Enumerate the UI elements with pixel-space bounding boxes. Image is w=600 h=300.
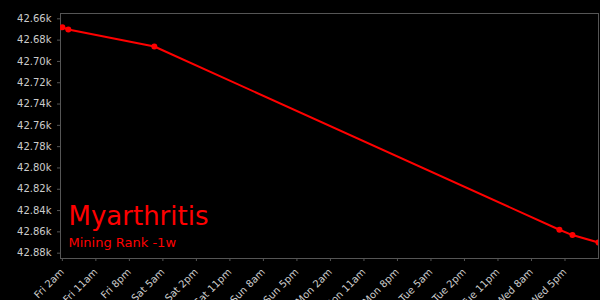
svg-text:42.72k: 42.72k [17,77,52,88]
svg-text:Mon 2am: Mon 2am [293,266,334,300]
svg-text:42.70k: 42.70k [17,56,52,67]
svg-text:Wed 5pm: Wed 5pm [527,266,568,300]
svg-text:42.66k: 42.66k [17,13,52,24]
svg-text:42.88k: 42.88k [17,247,52,258]
svg-text:42.82k: 42.82k [17,183,52,194]
svg-text:Sat 2pm: Sat 2pm [163,266,200,300]
svg-text:Sun 8am: Sun 8am [228,266,267,300]
svg-text:Tue 11pm: Tue 11pm [458,266,501,300]
svg-text:Sat 5am: Sat 5am [129,266,166,300]
svg-text:Mining Rank -1w: Mining Rank -1w [69,235,177,250]
svg-text:Myarthritis: Myarthritis [69,201,209,231]
svg-text:42.86k: 42.86k [17,226,52,237]
svg-text:Fri 2am: Fri 2am [32,266,66,300]
svg-text:Sun 5pm: Sun 5pm [261,266,300,300]
svg-text:42.84k: 42.84k [17,205,52,216]
svg-text:42.76k: 42.76k [17,120,52,131]
svg-text:42.74k: 42.74k [17,98,52,109]
svg-text:Sat 11pm: Sat 11pm [192,266,234,300]
svg-text:Mon 8pm: Mon 8pm [360,266,401,300]
svg-text:Tue 5am: Tue 5am [396,266,435,300]
svg-text:Mon 11am: Mon 11am [322,266,367,300]
svg-text:42.80k: 42.80k [17,162,52,173]
svg-text:Tue 2pm: Tue 2pm [429,266,468,300]
svg-text:Fri 8pm: Fri 8pm [99,266,133,300]
svg-text:42.78k: 42.78k [17,141,52,152]
svg-text:Wed 8am: Wed 8am [494,266,535,300]
svg-text:42.68k: 42.68k [17,34,52,45]
svg-text:Fri 11am: Fri 11am [61,266,100,300]
